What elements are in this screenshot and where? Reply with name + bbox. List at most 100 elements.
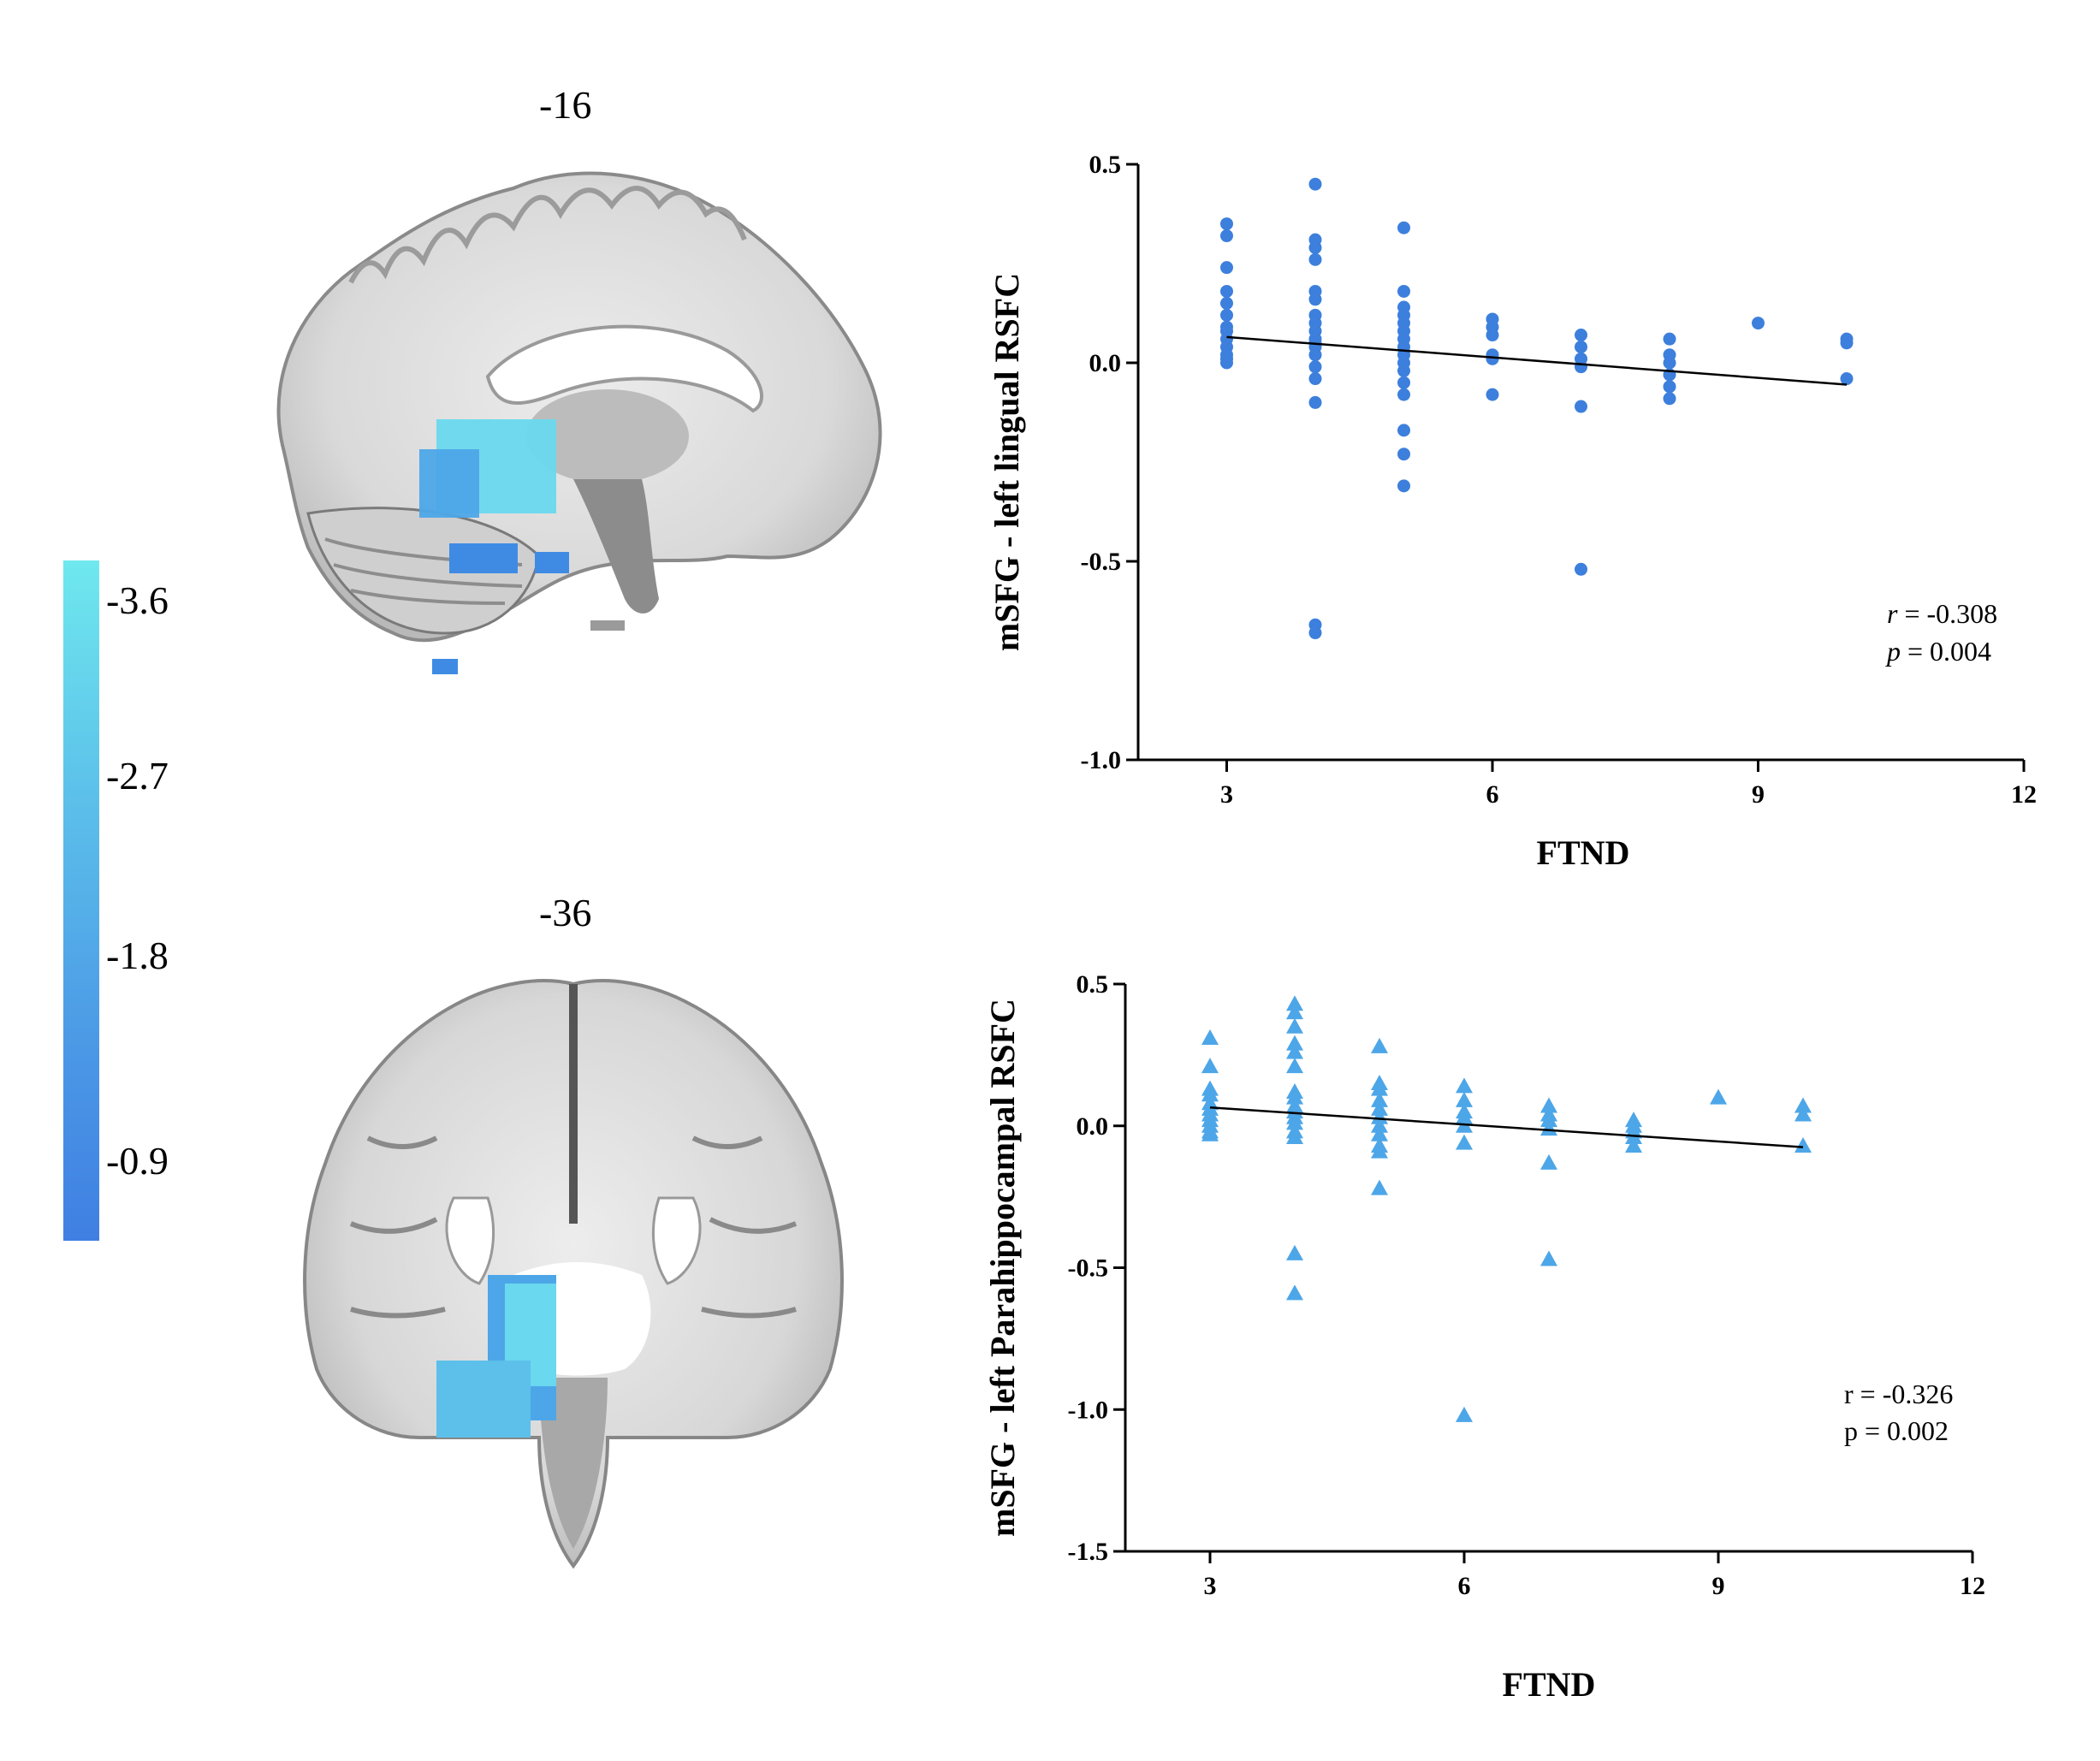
data-point: [1371, 1117, 1388, 1133]
slice-label-top: -16: [539, 83, 592, 127]
data-point: [1397, 364, 1410, 377]
y-tick-label: -1.0: [1081, 746, 1122, 774]
y-tick-label: -0.5: [1081, 548, 1122, 576]
data-point: [1540, 1097, 1557, 1113]
x-tick-label: 6: [1486, 780, 1499, 809]
data-point: [1397, 376, 1410, 389]
y-tick-label: 0.5: [1077, 970, 1109, 999]
data-point: [1286, 1004, 1303, 1020]
data-point: [1625, 1136, 1642, 1153]
stat-p: p = 0.004: [1885, 636, 1991, 667]
data-point: [1397, 284, 1410, 298]
data-point: [1486, 388, 1499, 401]
data-point: [1308, 360, 1322, 374]
data-point: [1371, 1100, 1388, 1116]
colorbar-tick-label: -1.8: [106, 934, 169, 977]
x-tick-label: 12: [1960, 1572, 1985, 1600]
data-point: [1286, 1035, 1303, 1051]
data-point: [1663, 332, 1676, 346]
data-point: [1308, 177, 1322, 191]
data-point: [1286, 1058, 1303, 1074]
data-point: [1201, 1029, 1219, 1045]
data-point: [1663, 392, 1676, 406]
data-point: [1308, 348, 1322, 362]
y-tick-label: -0.5: [1068, 1254, 1109, 1283]
data-point: [1710, 1088, 1727, 1105]
data-point: [1286, 1114, 1303, 1130]
data-point: [1840, 372, 1854, 386]
stat-r: r = -0.326: [1844, 1379, 1953, 1409]
data-point: [1308, 293, 1322, 306]
x-axis-label: FTND: [1537, 833, 1630, 872]
data-point: [1840, 336, 1854, 350]
data-point: [1540, 1120, 1557, 1136]
data-point: [1286, 1129, 1303, 1145]
data-point: [1220, 356, 1233, 370]
data-point: [1286, 1244, 1303, 1260]
scatter-chart-lingual: 0.5 0.0 -0.5 -1.0 3 6 9 12 FTND mSFG - left lingu…: [988, 151, 2037, 872]
stat-p: p = 0.002: [1844, 1415, 1949, 1446]
y-axis-label: mSFG - left lingual RSFC: [988, 273, 1026, 651]
data-point: [1286, 1017, 1303, 1034]
regression-line: [1209, 1106, 1804, 1148]
data-point: [1575, 329, 1587, 342]
data-point: [1286, 995, 1303, 1011]
data-point: [1371, 1125, 1388, 1141]
data-point: [1371, 1108, 1388, 1124]
data-point: [1486, 352, 1499, 365]
data-point: [1540, 1250, 1557, 1266]
data-point: [1575, 340, 1587, 353]
data-point: [1371, 1142, 1388, 1159]
data-point: [1308, 626, 1322, 640]
data-point: [1286, 1284, 1303, 1301]
data-point: [1220, 261, 1233, 275]
data-point: [1371, 1037, 1388, 1053]
y-tick-label: 0.0: [1089, 349, 1122, 377]
colorbar-tick-label: -0.9: [106, 1139, 169, 1183]
data-point: [1220, 229, 1233, 243]
data-point: [1220, 284, 1233, 298]
data-point: [1308, 240, 1322, 254]
data-point: [1201, 1058, 1219, 1074]
x-tick-label: 6: [1458, 1572, 1471, 1600]
data-point: [1397, 479, 1410, 493]
data-point: [1575, 562, 1587, 576]
data-point: [1663, 380, 1676, 394]
y-tick-label: -1.5: [1068, 1538, 1109, 1566]
data-point: [1456, 1077, 1473, 1094]
y-axis-label: mSFG - left Parahippocampal RSFC: [983, 999, 1022, 1537]
data-point: [1397, 388, 1410, 401]
data-point: [1397, 424, 1410, 437]
data-point: [1794, 1097, 1812, 1113]
y-tick-label: 0.5: [1089, 151, 1122, 179]
data-point: [1456, 1091, 1473, 1107]
data-point: [1201, 1086, 1219, 1102]
colorbar-tick-label: -3.6: [106, 578, 169, 622]
data-point: [1286, 1043, 1303, 1059]
sagittal-brain-slice: [276, 171, 882, 674]
data-point: [1663, 356, 1676, 370]
data-point: [1456, 1108, 1473, 1124]
coronal-brain-slice: [303, 979, 844, 1569]
data-point: [1220, 217, 1233, 231]
data-point: [1397, 448, 1410, 461]
data-point: [1220, 296, 1233, 310]
data-point: [1752, 317, 1765, 330]
data-point: [1397, 221, 1410, 234]
data-point: [1308, 252, 1322, 266]
x-tick-label: 9: [1712, 1572, 1725, 1600]
data-point: [1575, 400, 1587, 413]
x-tick-label: 9: [1752, 780, 1765, 809]
x-axis-label: FTND: [1503, 1665, 1596, 1704]
data-point: [1456, 1134, 1473, 1150]
colorbar: [63, 560, 99, 1241]
y-tick-label: 0.0: [1077, 1112, 1109, 1141]
data-point: [1486, 329, 1499, 342]
data-point: [1371, 1091, 1388, 1107]
regression-line: [1226, 335, 1848, 386]
x-tick-label: 3: [1204, 1572, 1217, 1600]
data-point: [1794, 1136, 1812, 1153]
data-point: [1540, 1153, 1557, 1170]
data-point: [1456, 1406, 1473, 1422]
